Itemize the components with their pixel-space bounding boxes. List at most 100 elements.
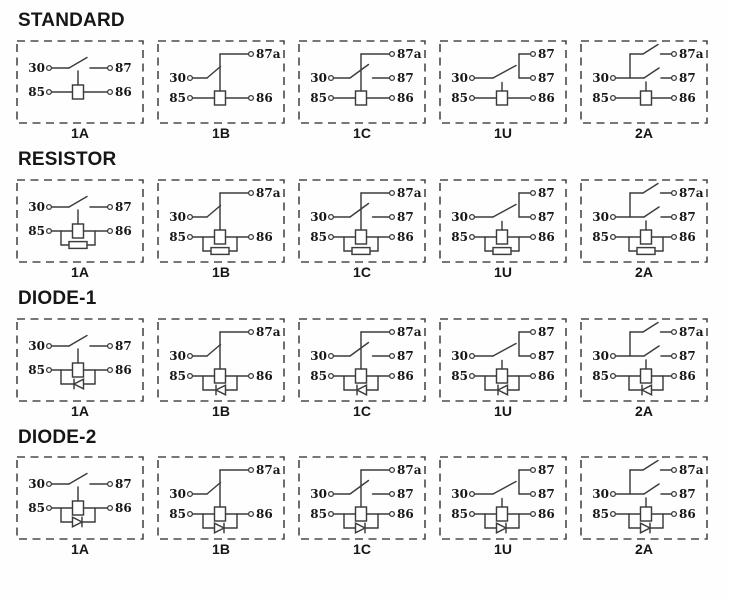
terminal-dot [45, 505, 53, 512]
terminal-87a-label: 87a [256, 464, 281, 478]
terminal-dot [247, 328, 255, 335]
relay-cell-1a: 85 86 30 87 1A [16, 40, 144, 141]
terminal-dot [106, 366, 114, 373]
cell-label: 1U [494, 402, 512, 419]
terminal-30-label: 30 [169, 210, 186, 224]
terminal-dot [45, 481, 53, 488]
diode-symbol [639, 522, 652, 535]
wire [642, 182, 659, 194]
terminal-dot [670, 74, 678, 81]
terminal-dot [45, 366, 53, 373]
terminal-87a-label: 87a [256, 325, 281, 339]
terminal-dot [529, 233, 537, 240]
cell-border [439, 456, 567, 541]
terminal-dot [247, 189, 255, 196]
coil-symbol [495, 367, 509, 384]
relay-schematic: 85 86 30 87 87 [439, 317, 567, 402]
wire [642, 321, 659, 333]
cell-border [157, 456, 285, 541]
terminal-dot [529, 491, 537, 498]
terminal-dot [670, 50, 678, 57]
cell-border [439, 317, 567, 402]
relay-schematic: 85 86 30 87 [16, 40, 144, 124]
terminal-dot [327, 94, 335, 101]
terminal-dot [388, 328, 396, 335]
terminal-30-label: 30 [28, 200, 45, 214]
terminal-85-label: 85 [169, 508, 186, 522]
wire [492, 342, 517, 357]
terminal-dot [529, 467, 537, 474]
coil-symbol [354, 506, 368, 523]
cell-border [298, 456, 426, 541]
relay-schematic: 85 86 30 87a 87 [580, 456, 708, 541]
terminal-dot [468, 511, 476, 518]
relay-cell-1c: 85 86 30 87a 87 1C [298, 456, 426, 557]
terminal-dot [106, 227, 114, 234]
terminal-86-label: 86 [397, 508, 414, 522]
terminal-30-label: 30 [310, 210, 327, 224]
terminal-dot [609, 491, 617, 498]
cells-row: 85 86 30 87 1A 85 86 30 87a 1B 85 86 30 87a 87 1C 85 86 30… [0, 40, 730, 141]
section-diode-1: DIODE-1 85 86 30 87 1A 85 86 30 87a 1B 85 86 30 87a 87… [0, 288, 730, 419]
terminal-dot [670, 189, 678, 196]
terminal-85-label: 85 [310, 369, 327, 383]
terminal-87a-label: 87a [256, 186, 281, 200]
terminal-87-label: 87 [397, 349, 414, 363]
terminal-dot [670, 213, 678, 220]
terminal-85-label: 85 [169, 369, 186, 383]
terminal-87-label: 87 [679, 488, 696, 502]
terminal-85-label: 85 [28, 85, 45, 99]
terminal-dot [670, 511, 678, 518]
cell-label: 2A [635, 402, 653, 419]
terminal-86-label: 86 [115, 502, 132, 516]
resistor-symbol [68, 240, 88, 249]
coil-symbol [639, 367, 653, 384]
terminal-85-label: 85 [592, 91, 609, 105]
terminal-dot [45, 64, 53, 71]
terminal-dot [609, 352, 617, 359]
coil-symbol [354, 367, 368, 384]
terminal-30-label: 30 [310, 349, 327, 363]
coil-symbol [495, 90, 509, 106]
terminal-86-label: 86 [679, 230, 696, 244]
terminal-dot [670, 328, 678, 335]
coil-symbol [71, 361, 85, 378]
terminal-85-label: 85 [451, 230, 468, 244]
terminal-dot [529, 50, 537, 57]
relay-schematic: 85 86 30 87 87 [439, 456, 567, 541]
coil-symbol [354, 90, 368, 106]
cell-label: 2A [635, 541, 653, 558]
terminal-86-label: 86 [397, 230, 414, 244]
terminal-30-label: 30 [592, 488, 609, 502]
cell-border [16, 456, 144, 541]
cell-label: 1C [353, 124, 371, 141]
terminal-dot [529, 74, 537, 81]
wire [349, 202, 370, 218]
wire [68, 195, 88, 208]
terminal-30-label: 30 [28, 61, 45, 75]
terminal-87-label: 87 [538, 349, 555, 363]
terminal-87-label: 87 [679, 71, 696, 85]
terminal-dot [670, 352, 678, 359]
relay-schematic: 85 86 30 87a 87 [298, 456, 426, 541]
terminal-dot [247, 511, 255, 518]
terminal-85-label: 85 [592, 369, 609, 383]
wire [206, 343, 222, 357]
terminal-30-label: 30 [592, 71, 609, 85]
terminal-dot [468, 213, 476, 220]
terminal-dot [388, 213, 396, 220]
terminal-dot [468, 74, 476, 81]
relay-cell-1b: 85 86 30 87a 1B [157, 40, 285, 141]
terminal-dot [45, 203, 53, 210]
cell-border [439, 40, 567, 124]
terminal-85-label: 85 [451, 91, 468, 105]
cell-label: 1C [353, 541, 371, 558]
terminal-dot [529, 352, 537, 359]
cell-label: 1U [494, 263, 512, 280]
terminal-87a-label: 87a [679, 47, 704, 61]
terminal-dot [106, 505, 114, 512]
terminal-dot [609, 233, 617, 240]
relay-cell-1a: 85 86 30 87 1A [16, 456, 144, 557]
wire [642, 460, 659, 472]
wire [492, 481, 517, 496]
